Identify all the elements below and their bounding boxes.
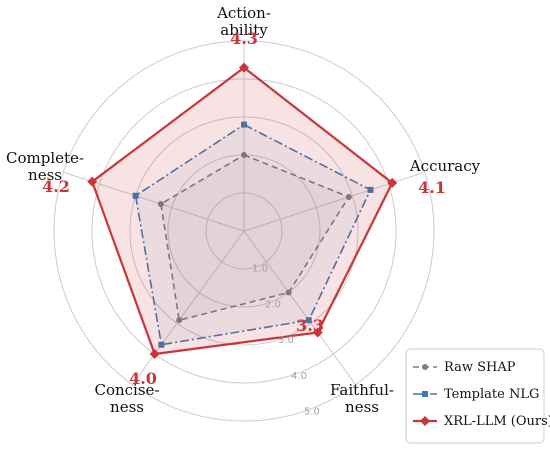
legend-marker xyxy=(422,391,428,397)
radial-tick-label: 4.0 xyxy=(291,371,307,382)
series-xrl-llm-ours xyxy=(87,62,398,359)
data-point xyxy=(132,192,139,199)
data-point xyxy=(241,152,247,158)
axis-label: Accuracy xyxy=(409,157,481,175)
legend-box xyxy=(405,348,545,444)
series-line xyxy=(90,66,394,356)
value-label: 4.1 xyxy=(418,178,446,197)
series-template-nlg xyxy=(132,121,374,348)
data-point xyxy=(367,186,374,193)
radial-tick-label: 3.0 xyxy=(278,335,294,346)
series-layer xyxy=(87,62,398,359)
legend-marker xyxy=(420,416,430,426)
value-label: 3.3 xyxy=(296,316,324,335)
axis-label: Complete-ness xyxy=(6,149,84,184)
value-labels: 4.3 4.1 3.3 4.0 4.2 xyxy=(42,29,446,388)
data-point xyxy=(176,317,183,324)
series-line xyxy=(134,123,372,346)
axis-label: Concise-ness xyxy=(94,381,159,416)
legend-item: Template NLG xyxy=(413,387,539,402)
data-point xyxy=(387,177,398,188)
data-point xyxy=(241,121,247,128)
data-point xyxy=(149,348,160,359)
data-point xyxy=(158,341,165,348)
series-raw-shap xyxy=(157,152,352,324)
radial-tick-label: 5.0 xyxy=(304,407,320,418)
radial-tick-label: 2.0 xyxy=(265,299,281,310)
legend-item: XRL-LLM (Ours) xyxy=(413,414,550,429)
value-label: 4.2 xyxy=(42,177,70,196)
legend-label: XRL-LLM (Ours) xyxy=(444,414,550,429)
axis-labels: Action-ability Accuracy Faithful-ness Conci… xyxy=(6,4,481,416)
data-point xyxy=(157,200,164,207)
legend-item: Raw SHAP xyxy=(413,360,516,375)
legend: Raw SHAP Template NLG XRL-LLM (Ours) xyxy=(405,348,550,444)
radial-tick-labels: 1.0 2.0 3.0 4.0 5.0 xyxy=(252,264,320,418)
legend-label: Template NLG xyxy=(444,387,539,402)
data-point xyxy=(345,193,352,200)
data-point xyxy=(239,62,249,73)
data-point xyxy=(285,289,292,296)
legend-label: Raw SHAP xyxy=(444,360,516,375)
data-point xyxy=(87,176,98,187)
axis-spoke xyxy=(243,230,357,386)
data-point xyxy=(305,317,312,324)
value-label: 4.0 xyxy=(129,369,157,388)
value-label: 4.3 xyxy=(230,29,258,48)
data-point xyxy=(312,327,323,338)
axis-label: Action-ability xyxy=(216,4,271,39)
series-line xyxy=(160,154,350,322)
radial-tick-label: 1.0 xyxy=(252,264,268,275)
legend-marker xyxy=(422,364,428,370)
axis-spoke xyxy=(131,230,245,386)
axis-label: Faithful-ness xyxy=(330,381,394,416)
